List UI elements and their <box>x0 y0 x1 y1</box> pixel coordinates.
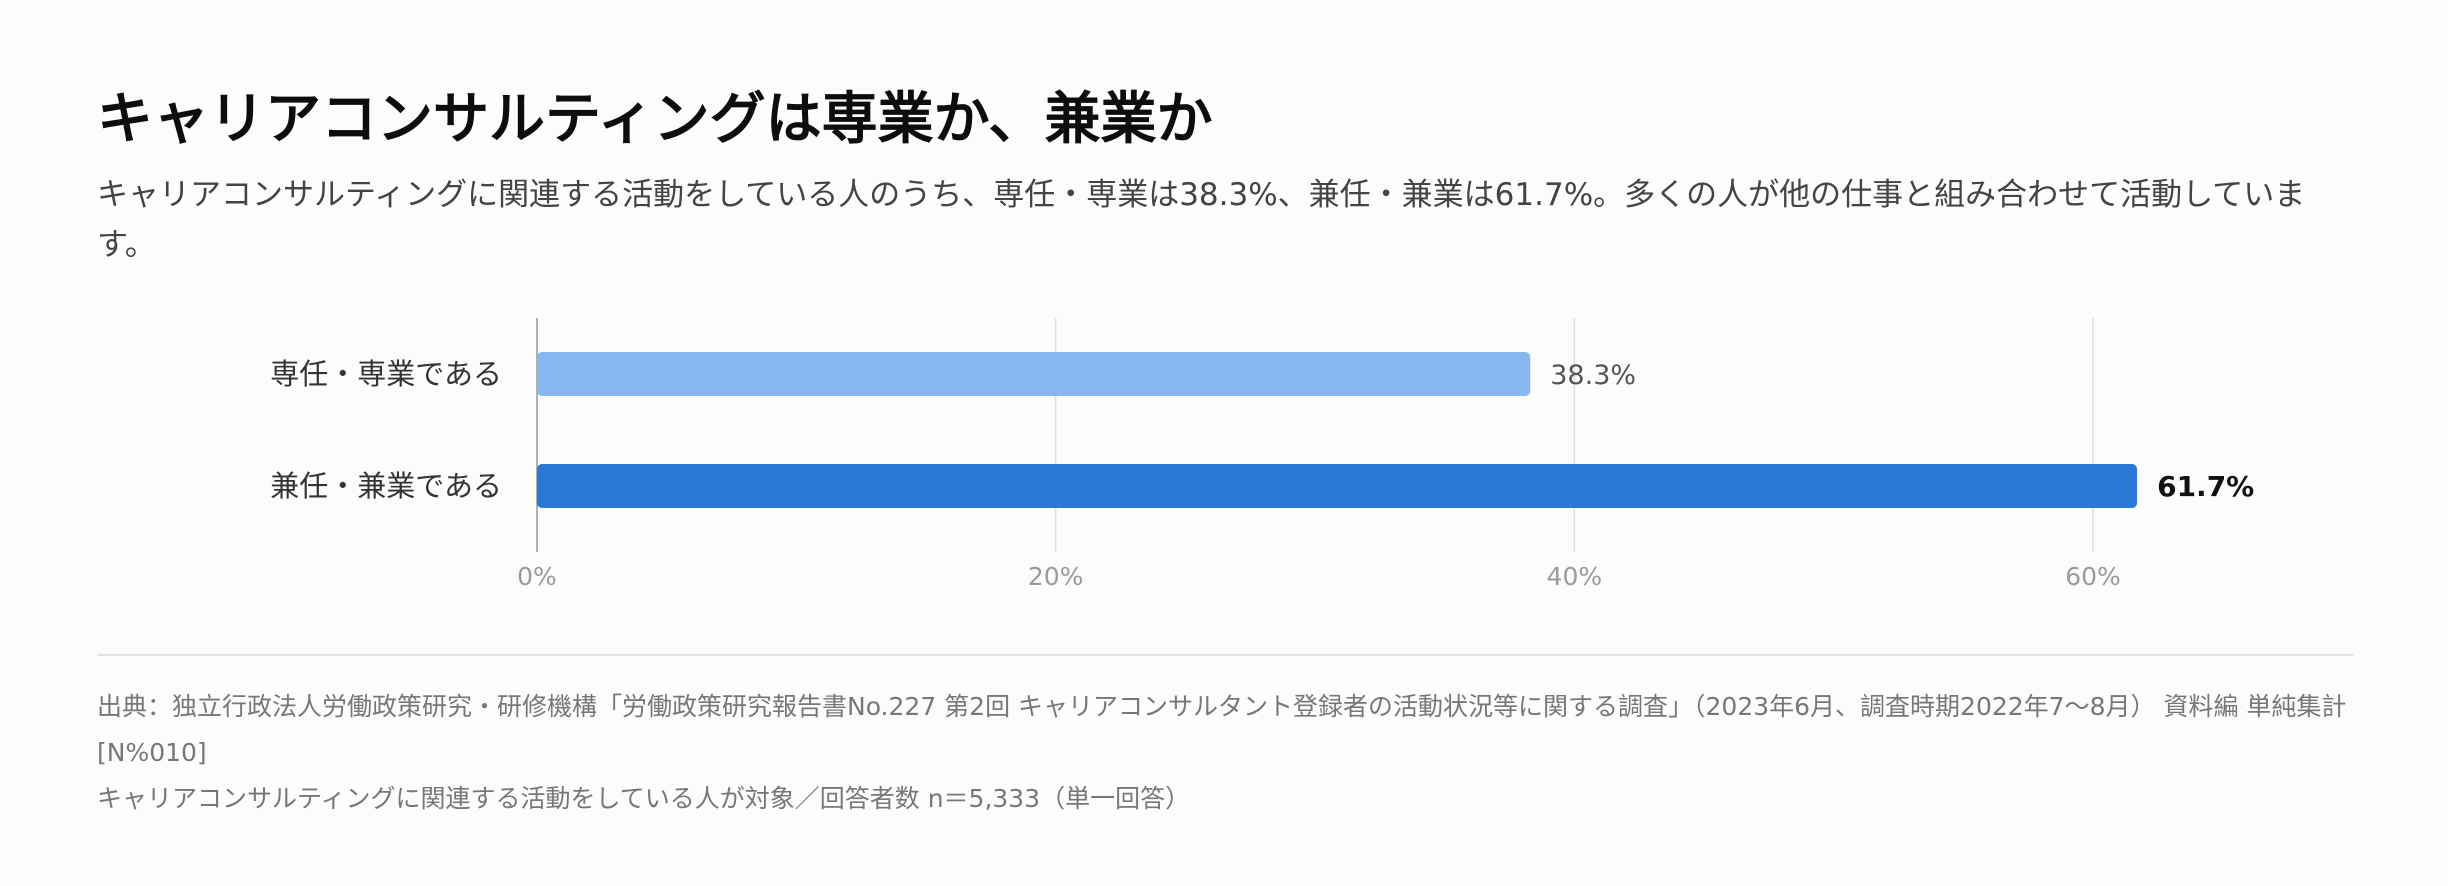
bar-1 <box>537 352 1531 396</box>
bar-2 <box>537 464 2138 508</box>
category-label: 専任・専業である <box>270 357 502 391</box>
category-label: 兼任・兼業である <box>270 469 502 503</box>
source-citation: 出典：独立行政法人労働政策研究・研修機構「労働政策研究報告書No.227 第2回… <box>97 692 2347 767</box>
bar-chart: 0% 20% 40% 60% 専任・専業である 38.3% 兼任・兼業である 61.7% <box>270 318 2254 591</box>
value-label: 38.3% <box>1550 360 1636 391</box>
x-tick-label: 0% <box>517 562 557 591</box>
value-label: 61.7% <box>2157 470 2254 503</box>
x-tick-label: 40% <box>1547 562 1603 591</box>
bars <box>537 352 2138 508</box>
chart-subtitle: キャリアコンサルティングに関連する活動をしている人のうち、専任・専業は38.3%… <box>97 177 2306 263</box>
chart-title: キャリアコンサルティングは専業か、兼業か <box>97 87 1213 152</box>
sample-note: キャリアコンサルティングに関連する活動をしている人が対象／回答者数 n＝5,33… <box>97 784 1191 813</box>
x-tick-label: 20% <box>1028 562 1084 591</box>
x-tick-label: 60% <box>2065 562 2121 591</box>
labels: 0% 20% 40% 60% 専任・専業である 38.3% 兼任・兼業である 61.7% <box>270 357 2254 591</box>
footer-divider <box>97 654 2353 656</box>
